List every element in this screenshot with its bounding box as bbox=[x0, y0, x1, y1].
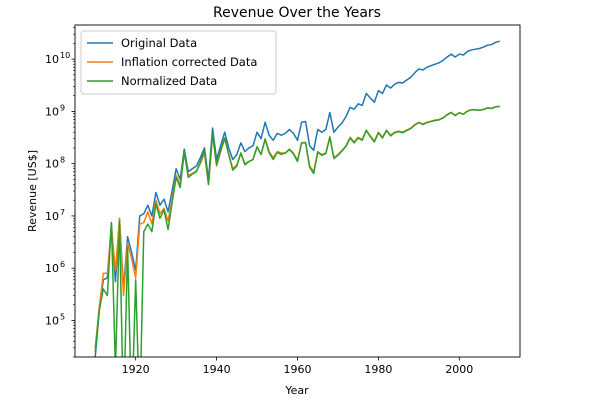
series-layer bbox=[94, 40, 500, 357]
x-axis-label: Year bbox=[284, 384, 309, 397]
x-tick-label: 1980 bbox=[364, 363, 392, 376]
y-tick-label: 10 bbox=[45, 314, 59, 327]
y-axis-label: Revenue [US$] bbox=[26, 150, 39, 232]
y-tick-exponent: 7 bbox=[60, 208, 65, 217]
legend-box bbox=[80, 30, 277, 95]
legend-label: Normalized Data bbox=[121, 74, 217, 88]
series-line-1 bbox=[94, 105, 500, 348]
y-tick-label: 10 bbox=[45, 53, 59, 66]
y-tick-exponent: 10 bbox=[60, 51, 70, 60]
y-tick-label: 10 bbox=[45, 262, 59, 275]
chart-title: Revenue Over the Years bbox=[213, 5, 381, 21]
x-tick-label: 1960 bbox=[284, 363, 312, 376]
series-line-2 bbox=[94, 105, 500, 357]
x-axis: 1920 1940 1960 1980 2000 bbox=[122, 357, 473, 376]
y-tick-label: 10 bbox=[45, 105, 59, 118]
y-tick-exponent: 6 bbox=[60, 260, 65, 269]
x-tick-label: 2000 bbox=[445, 363, 473, 376]
y-tick-exponent: 9 bbox=[60, 103, 65, 112]
x-tick-label: 1920 bbox=[122, 363, 150, 376]
y-tick-label: 10 bbox=[45, 210, 59, 223]
y-tick-exponent: 5 bbox=[60, 312, 65, 321]
legend: Original Data Inflation corrected Data Nor… bbox=[80, 30, 277, 95]
y-tick-label: 10 bbox=[45, 158, 59, 171]
legend-label: Inflation corrected Data bbox=[121, 55, 257, 69]
series-line-0 bbox=[94, 40, 500, 357]
y-tick-exponent: 8 bbox=[60, 156, 65, 165]
legend-label: Original Data bbox=[121, 36, 197, 50]
x-tick-label: 1940 bbox=[203, 363, 231, 376]
